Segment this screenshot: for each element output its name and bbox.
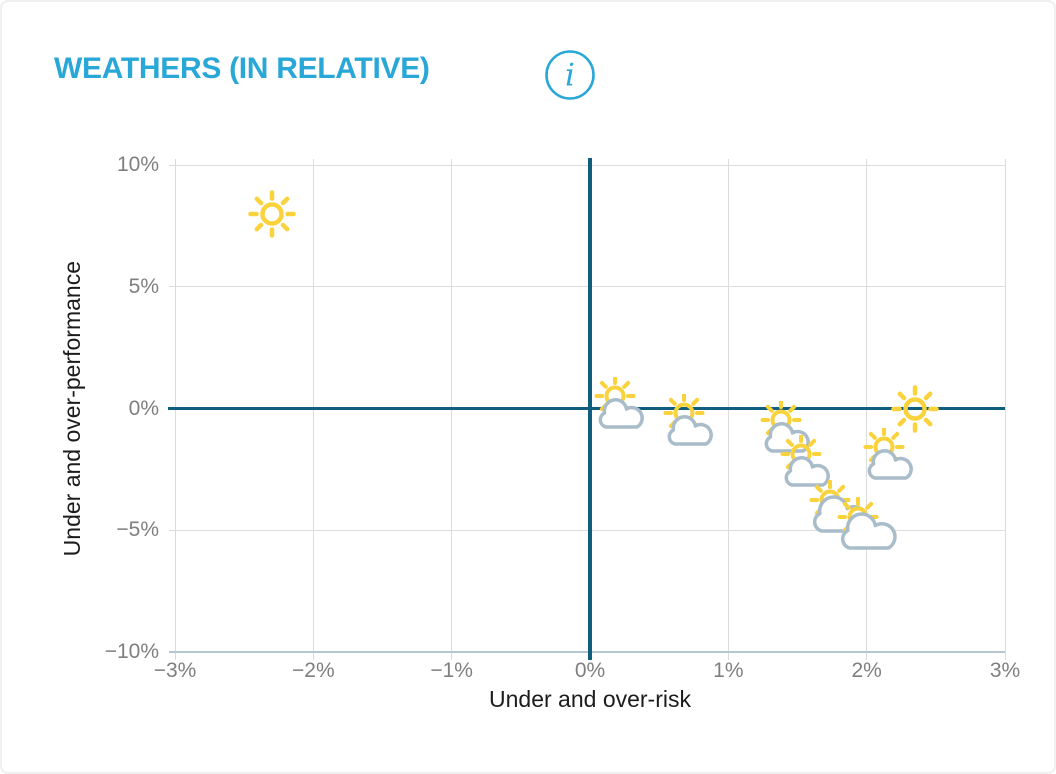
x-axis-title: Under and over-risk (489, 686, 691, 712)
sun-small-cloud-marker[interactable] (859, 426, 915, 487)
x-tick-label: 2% (851, 659, 882, 682)
grid-line-vertical (1004, 159, 1006, 660)
y-tick-label: −5% (116, 518, 159, 542)
y-tick-label: −10% (104, 640, 159, 663)
info-circle-icon[interactable]: i (544, 49, 596, 101)
x-tick-label: −2% (292, 659, 335, 682)
x-zero-axis-line (168, 406, 1005, 411)
x-tick-label: −1% (430, 659, 473, 682)
sun-marker[interactable] (246, 188, 298, 245)
svg-text:i: i (565, 58, 575, 94)
page-title: WEATHERS (IN RELATIVE) (54, 52, 430, 85)
x-tick-label: −3% (153, 659, 197, 682)
sun-big-cloud-marker[interactable] (837, 496, 897, 558)
grid-line-horizontal (169, 529, 1005, 531)
x-tick-label: 0% (574, 659, 606, 682)
x-axis-line (169, 650, 1005, 653)
x-tick-label: 1% (713, 659, 744, 682)
grid-line-horizontal (169, 164, 1005, 166)
info-icon-svg: i (545, 50, 595, 100)
sun-small-cloud-marker[interactable] (590, 375, 646, 436)
scatter-plot-area: 10% 5% 0% −5% −10% −3% −2% −1% 0% 1% 2% 3% (105, 153, 1020, 682)
y-tick-label: 0% (128, 396, 159, 420)
x-tick-label: 3% (989, 659, 1021, 682)
y-tick-label: 5% (128, 274, 159, 298)
grid-line-horizontal (169, 286, 1005, 288)
sun-small-cloud-marker[interactable] (776, 433, 832, 494)
sun-marker[interactable] (889, 383, 941, 440)
y-tick-label: 10% (116, 153, 159, 176)
sun-small-cloud-marker[interactable] (659, 392, 715, 453)
sun-small-cloud-marker[interactable] (756, 399, 812, 460)
